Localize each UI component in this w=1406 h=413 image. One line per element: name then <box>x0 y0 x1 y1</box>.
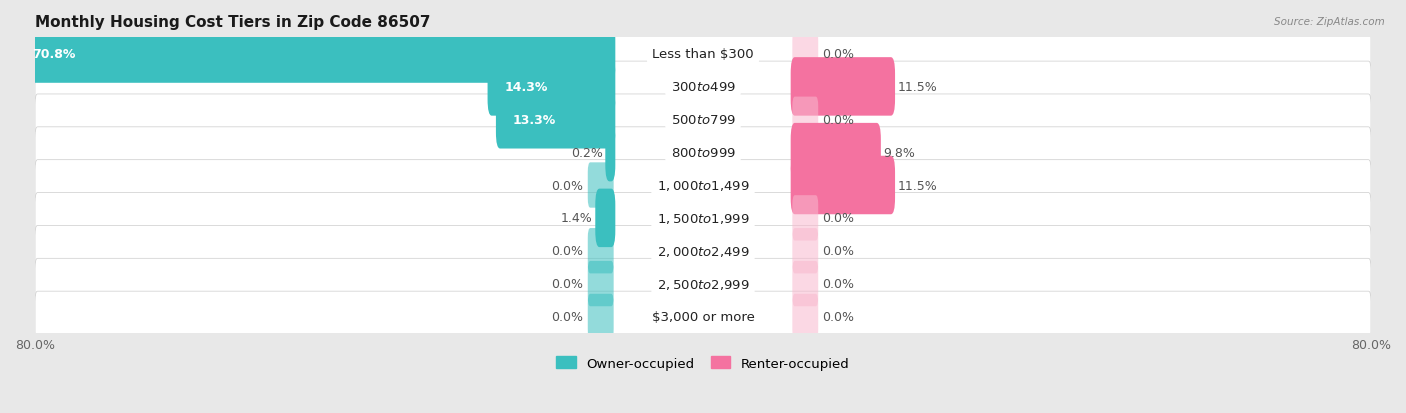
Text: 0.0%: 0.0% <box>551 244 583 258</box>
Text: 0.0%: 0.0% <box>823 278 855 290</box>
FancyBboxPatch shape <box>35 193 1371 244</box>
FancyBboxPatch shape <box>35 62 1371 112</box>
FancyBboxPatch shape <box>588 294 613 339</box>
Text: 1.4%: 1.4% <box>561 212 593 225</box>
Text: 0.0%: 0.0% <box>551 278 583 290</box>
FancyBboxPatch shape <box>35 128 1371 178</box>
FancyBboxPatch shape <box>793 196 818 241</box>
Text: $1,000 to $1,499: $1,000 to $1,499 <box>657 178 749 192</box>
Text: 0.0%: 0.0% <box>823 310 855 323</box>
Text: Less than $300: Less than $300 <box>652 48 754 61</box>
Text: 11.5%: 11.5% <box>897 81 938 94</box>
FancyBboxPatch shape <box>35 160 1371 211</box>
Text: 0.0%: 0.0% <box>823 244 855 258</box>
Text: 0.0%: 0.0% <box>823 212 855 225</box>
Text: 70.8%: 70.8% <box>32 48 76 61</box>
Text: 0.0%: 0.0% <box>823 48 855 61</box>
Text: $2,500 to $2,999: $2,500 to $2,999 <box>657 277 749 291</box>
Text: $3,000 or more: $3,000 or more <box>651 310 755 323</box>
FancyBboxPatch shape <box>35 292 1371 342</box>
FancyBboxPatch shape <box>15 25 616 83</box>
FancyBboxPatch shape <box>588 228 613 274</box>
FancyBboxPatch shape <box>793 97 818 142</box>
FancyBboxPatch shape <box>588 163 613 208</box>
Text: Monthly Housing Cost Tiers in Zip Code 86507: Monthly Housing Cost Tiers in Zip Code 8… <box>35 15 430 30</box>
FancyBboxPatch shape <box>793 32 818 77</box>
Text: 0.0%: 0.0% <box>823 114 855 126</box>
FancyBboxPatch shape <box>488 58 616 116</box>
FancyBboxPatch shape <box>588 261 613 306</box>
FancyBboxPatch shape <box>496 91 616 149</box>
Text: 9.8%: 9.8% <box>883 146 915 159</box>
FancyBboxPatch shape <box>793 261 818 306</box>
Text: 0.2%: 0.2% <box>571 146 603 159</box>
Text: $1,500 to $1,999: $1,500 to $1,999 <box>657 211 749 225</box>
FancyBboxPatch shape <box>790 58 896 116</box>
FancyBboxPatch shape <box>790 123 880 182</box>
Text: 0.0%: 0.0% <box>551 179 583 192</box>
FancyBboxPatch shape <box>595 189 616 247</box>
FancyBboxPatch shape <box>35 226 1371 276</box>
Text: 11.5%: 11.5% <box>897 179 938 192</box>
FancyBboxPatch shape <box>606 123 616 182</box>
FancyBboxPatch shape <box>793 294 818 339</box>
Text: 0.0%: 0.0% <box>551 310 583 323</box>
FancyBboxPatch shape <box>35 95 1371 145</box>
Text: $800 to $999: $800 to $999 <box>671 146 735 159</box>
Text: $2,000 to $2,499: $2,000 to $2,499 <box>657 244 749 258</box>
FancyBboxPatch shape <box>790 157 896 215</box>
Text: 13.3%: 13.3% <box>513 114 555 126</box>
Text: $500 to $799: $500 to $799 <box>671 114 735 126</box>
FancyBboxPatch shape <box>793 228 818 274</box>
Text: 14.3%: 14.3% <box>505 81 548 94</box>
FancyBboxPatch shape <box>35 259 1371 309</box>
FancyBboxPatch shape <box>35 29 1371 80</box>
Legend: Owner-occupied, Renter-occupied: Owner-occupied, Renter-occupied <box>553 352 853 374</box>
Text: Source: ZipAtlas.com: Source: ZipAtlas.com <box>1274 17 1385 26</box>
Text: $300 to $499: $300 to $499 <box>671 81 735 94</box>
